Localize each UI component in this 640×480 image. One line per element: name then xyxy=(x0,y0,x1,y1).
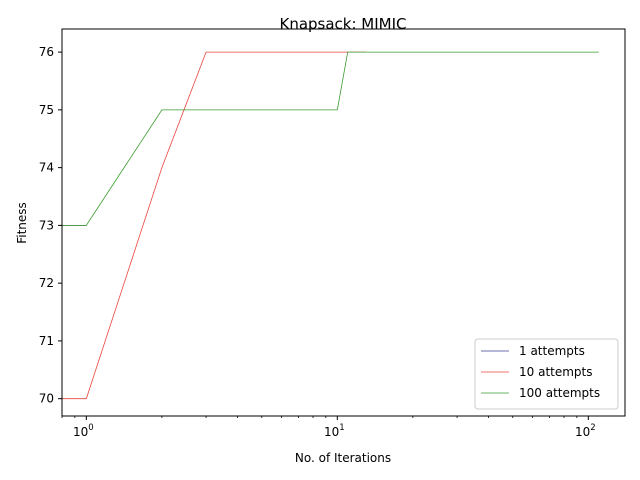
plot-frame xyxy=(61,28,626,417)
y-tick-label: 71 xyxy=(39,334,54,348)
y-tick-label: 75 xyxy=(39,103,54,117)
chart-title: Knapsack: MIMIC xyxy=(279,15,406,33)
plot-lines xyxy=(62,51,599,400)
y-tick-label: 73 xyxy=(39,218,54,232)
y-axis-label: Fitness xyxy=(15,202,29,244)
series-line-3 xyxy=(62,51,599,226)
legend-label-1: 1 attempts xyxy=(519,344,585,358)
x-axis-label: No. of Iterations xyxy=(295,451,391,465)
legend-box xyxy=(474,338,619,410)
legend-label-2: 10 attempts xyxy=(519,365,593,379)
legend-label-3: 100 attempts xyxy=(519,386,600,400)
legend: 1 attempts 10 attempts 100 attempts xyxy=(474,338,619,410)
x-tick-label: 101 xyxy=(324,423,345,439)
y-tick-label: 72 xyxy=(39,276,54,290)
y-axis: 70 71 72 73 74 75 76 xyxy=(39,45,62,406)
series-line-2 xyxy=(62,51,366,400)
y-tick-label: 70 xyxy=(39,392,54,406)
x-axis: 100 101 102 xyxy=(61,416,596,439)
y-tick-label: 74 xyxy=(39,161,54,175)
x-tick-label: 100 xyxy=(73,423,94,439)
x-tick-label: 102 xyxy=(575,423,596,439)
y-tick-label: 76 xyxy=(39,45,54,59)
